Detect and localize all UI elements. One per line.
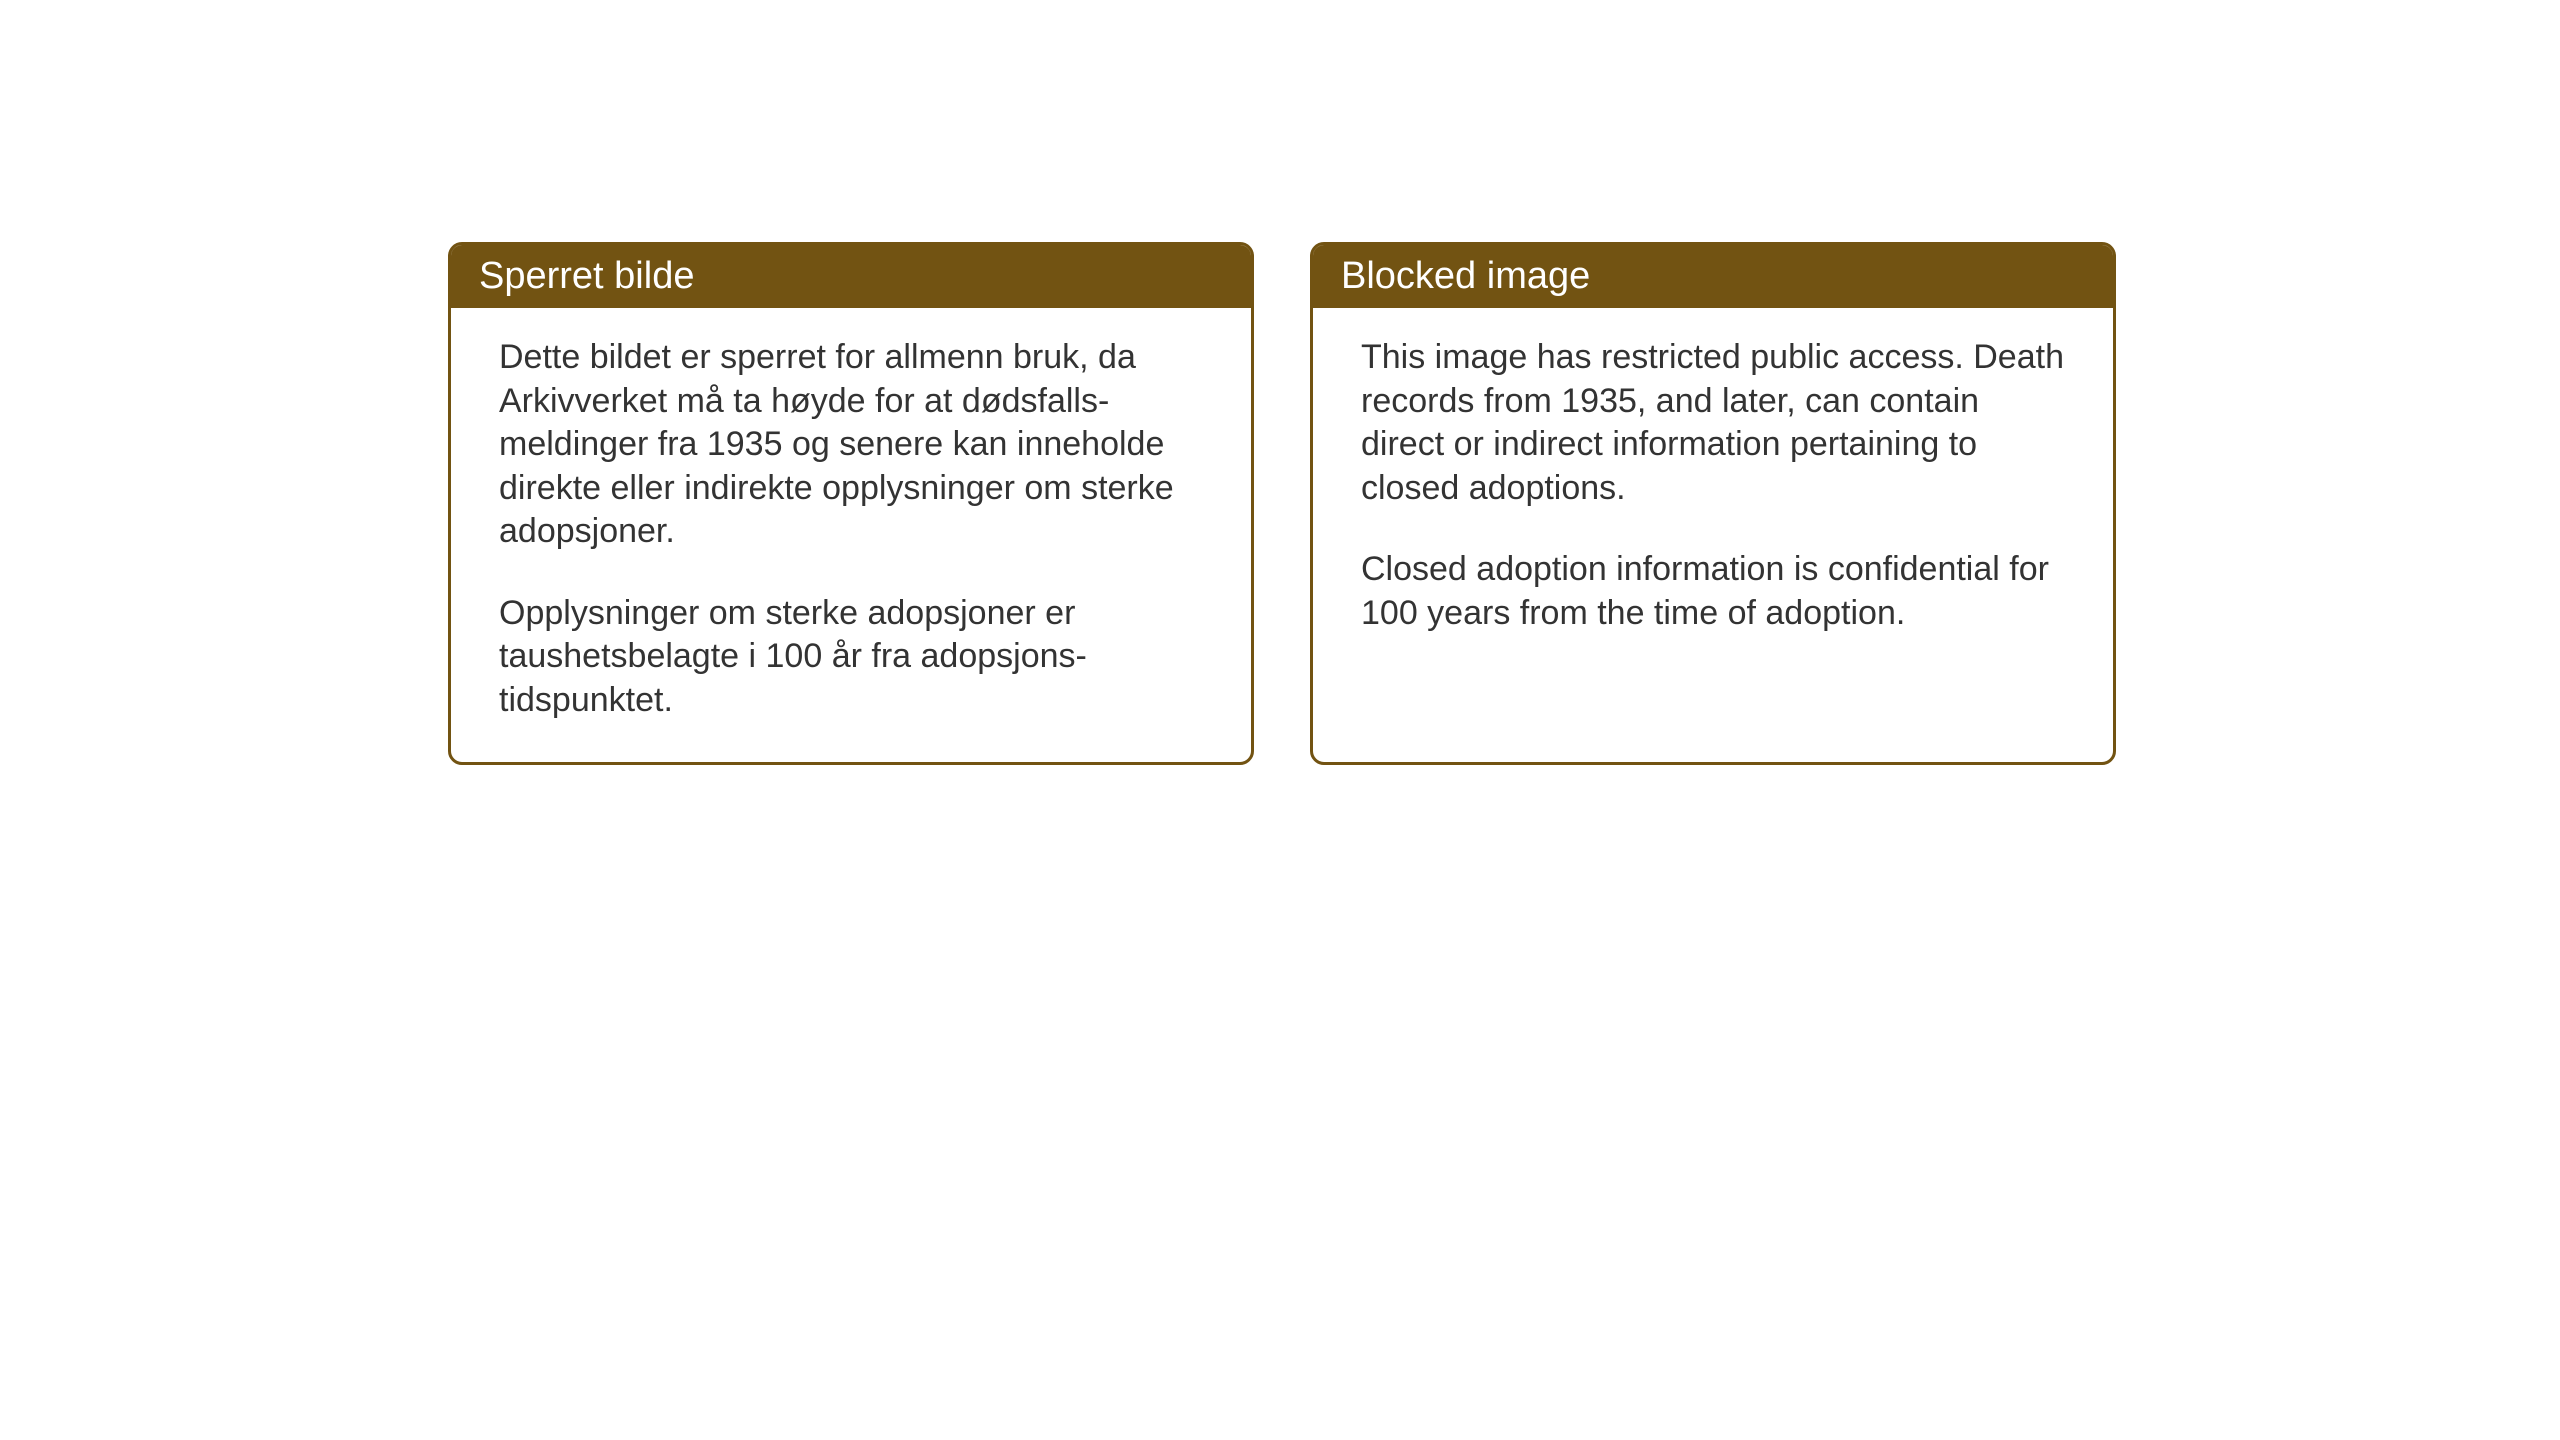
notice-title-norwegian: Sperret bilde	[479, 255, 694, 297]
notice-body-norwegian: Dette bildet er sperret for allmenn bruk…	[451, 308, 1251, 762]
notice-header-norwegian: Sperret bilde	[451, 245, 1251, 308]
notice-card-norwegian: Sperret bilde Dette bildet er sperret fo…	[448, 242, 1254, 765]
notice-paragraph-1-norwegian: Dette bildet er sperret for allmenn bruk…	[499, 336, 1203, 554]
notice-header-english: Blocked image	[1313, 245, 2113, 308]
notice-paragraph-1-english: This image has restricted public access.…	[1361, 336, 2065, 510]
notice-card-english: Blocked image This image has restricted …	[1310, 242, 2116, 765]
notice-paragraph-2-english: Closed adoption information is confident…	[1361, 548, 2065, 635]
notice-container: Sperret bilde Dette bildet er sperret fo…	[448, 242, 2116, 765]
notice-paragraph-2-norwegian: Opplysninger om sterke adopsjoner er tau…	[499, 592, 1203, 723]
notice-body-english: This image has restricted public access.…	[1313, 308, 2113, 753]
notice-title-english: Blocked image	[1341, 255, 1590, 297]
